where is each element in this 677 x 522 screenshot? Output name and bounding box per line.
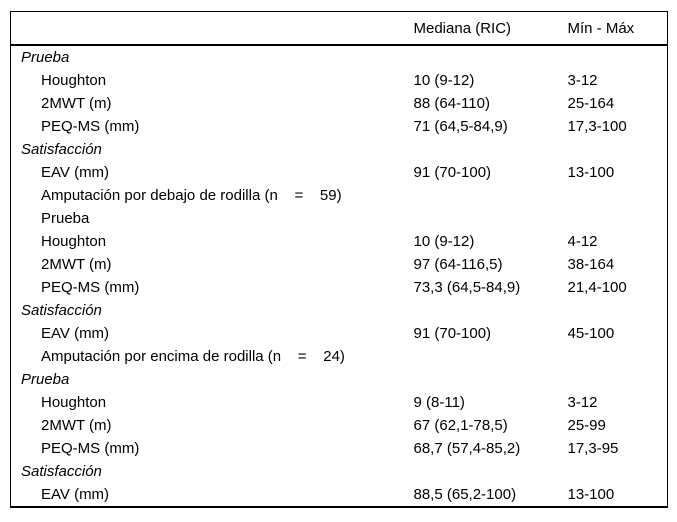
row-mediana-value (414, 207, 568, 230)
table-row: PEQ-MS (mm) 71 (64,5-84,9) 17,3-100 (11, 115, 668, 138)
table-row: Prueba (11, 368, 668, 391)
row-mediana-value: 88 (64-110) (413, 95, 490, 112)
row-mediana-value: 97 (64-116,5) (413, 256, 503, 273)
row-label: Houghton (41, 233, 107, 250)
row-label: PEQ-MS (mm) (41, 279, 140, 296)
row-minmax-value (568, 299, 668, 322)
table-row: 2MWT (m) 97 (64-116,5) 38-164 (11, 253, 668, 276)
table-row: PEQ-MS (mm) 73,3 (64,5-84,9) 21,4-100 (11, 276, 668, 299)
row-minmax-value: 13-100 (567, 486, 615, 503)
row-label: Satisfacción (21, 141, 102, 158)
row-label: Satisfacción (21, 302, 102, 319)
header-min-max: Mín - Máx (567, 11, 668, 46)
row-label: Houghton (41, 394, 107, 411)
table-row: Amputación por debajo de rodilla (n = 59… (11, 184, 668, 207)
row-mediana-value: 9 (8-11) (413, 394, 465, 411)
row-label: Amputación por encima de rodilla (n = 24… (41, 348, 345, 365)
row-label: Prueba (41, 210, 90, 227)
row-label: Houghton (41, 72, 107, 89)
header-mediana-ric: Mediana (RIC) (413, 11, 568, 46)
row-label: Satisfacción (21, 463, 102, 480)
row-mediana-value: 10 (9-12) (413, 233, 475, 250)
table-row: PEQ-MS (mm) 68,7 (57,4-85,2) 17,3-95 (11, 437, 668, 460)
row-mediana-value: 67 (62,1-78,5) (413, 417, 508, 434)
row-minmax-value: 21,4-100 (567, 279, 627, 296)
row-mediana-value: 71 (64,5-84,9) (413, 118, 508, 135)
row-label: PEQ-MS (mm) (41, 440, 140, 457)
row-label: 2MWT (m) (41, 95, 112, 112)
table-row: Houghton 10 (9-12) 3-12 (11, 69, 668, 92)
results-table: Mediana (RIC) Mín - Máx Prueba Houghton 10… (10, 11, 668, 508)
row-mediana-value (414, 368, 568, 391)
row-mediana-value (414, 45, 568, 69)
row-minmax-value: 25-164 (567, 95, 615, 112)
table-row: EAV (mm) 91 (70-100) 45-100 (11, 322, 668, 345)
table-row: Satisfacción (11, 138, 668, 161)
row-minmax-value (568, 368, 668, 391)
row-minmax-value (568, 138, 668, 161)
row-label: PEQ-MS (mm) (41, 118, 140, 135)
table-row: EAV (mm) 88,5 (65,2-100) 13-100 (11, 483, 668, 507)
row-label: EAV (mm) (41, 486, 110, 503)
table-row: Houghton 10 (9-12) 4-12 (11, 230, 668, 253)
header-row: Mediana (RIC) Mín - Máx (10, 11, 668, 46)
row-minmax-value: 3-12 (567, 394, 598, 411)
row-mediana-value: 91 (70-100) (413, 325, 492, 342)
table-row: Satisfacción (11, 460, 668, 483)
row-mediana-value: 91 (70-100) (413, 164, 492, 181)
table-body: Prueba Houghton 10 (9-12) 3-12 2MWT (m) 88 (6… (11, 45, 668, 507)
row-mediana-value: 73,3 (64,5-84,9) (413, 279, 521, 296)
header-empty-cell (10, 11, 414, 46)
row-label: Prueba (21, 371, 70, 388)
row-mediana-value: 88,5 (65,2-100) (413, 486, 517, 503)
row-label: 2MWT (m) (41, 256, 112, 273)
table-row: 2MWT (m) 88 (64-110) 25-164 (11, 92, 668, 115)
row-minmax-value (568, 207, 668, 230)
table-row: Prueba (11, 207, 668, 230)
row-label: EAV (mm) (41, 325, 110, 342)
row-minmax-value (568, 45, 668, 69)
row-mediana-value (414, 460, 568, 483)
table-row: Houghton 9 (8-11) 3-12 (11, 391, 668, 414)
table-row: 2MWT (m) 67 (62,1-78,5) 25-99 (11, 414, 668, 437)
table-row: Satisfacción (11, 299, 668, 322)
table-row: Prueba (11, 45, 668, 69)
row-minmax-value (568, 460, 668, 483)
row-mediana-value (414, 138, 568, 161)
row-minmax-value: 38-164 (567, 256, 615, 273)
row-minmax-value: 17,3-95 (567, 440, 619, 457)
table-row: Amputación por encima de rodilla (n = 24… (11, 345, 668, 368)
table-row: EAV (mm) 91 (70-100) 13-100 (11, 161, 668, 184)
row-minmax-value: 13-100 (567, 164, 615, 181)
row-minmax-value (568, 184, 668, 207)
row-label: Amputación por debajo de rodilla (n = 59… (41, 187, 342, 204)
row-label: Prueba (21, 49, 70, 66)
row-mediana-value (414, 184, 568, 207)
row-minmax-value (568, 345, 668, 368)
row-label: 2MWT (m) (41, 417, 112, 434)
row-minmax-value: 3-12 (567, 72, 598, 89)
row-mediana-value (414, 299, 568, 322)
row-mediana-value: 10 (9-12) (413, 72, 475, 89)
row-label: EAV (mm) (41, 164, 110, 181)
row-minmax-value: 45-100 (567, 325, 615, 342)
row-minmax-value: 17,3-100 (567, 118, 627, 135)
row-mediana-value (414, 345, 568, 368)
row-minmax-value: 4-12 (567, 233, 598, 250)
row-minmax-value: 25-99 (567, 417, 606, 434)
row-mediana-value: 68,7 (57,4-85,2) (413, 440, 521, 457)
